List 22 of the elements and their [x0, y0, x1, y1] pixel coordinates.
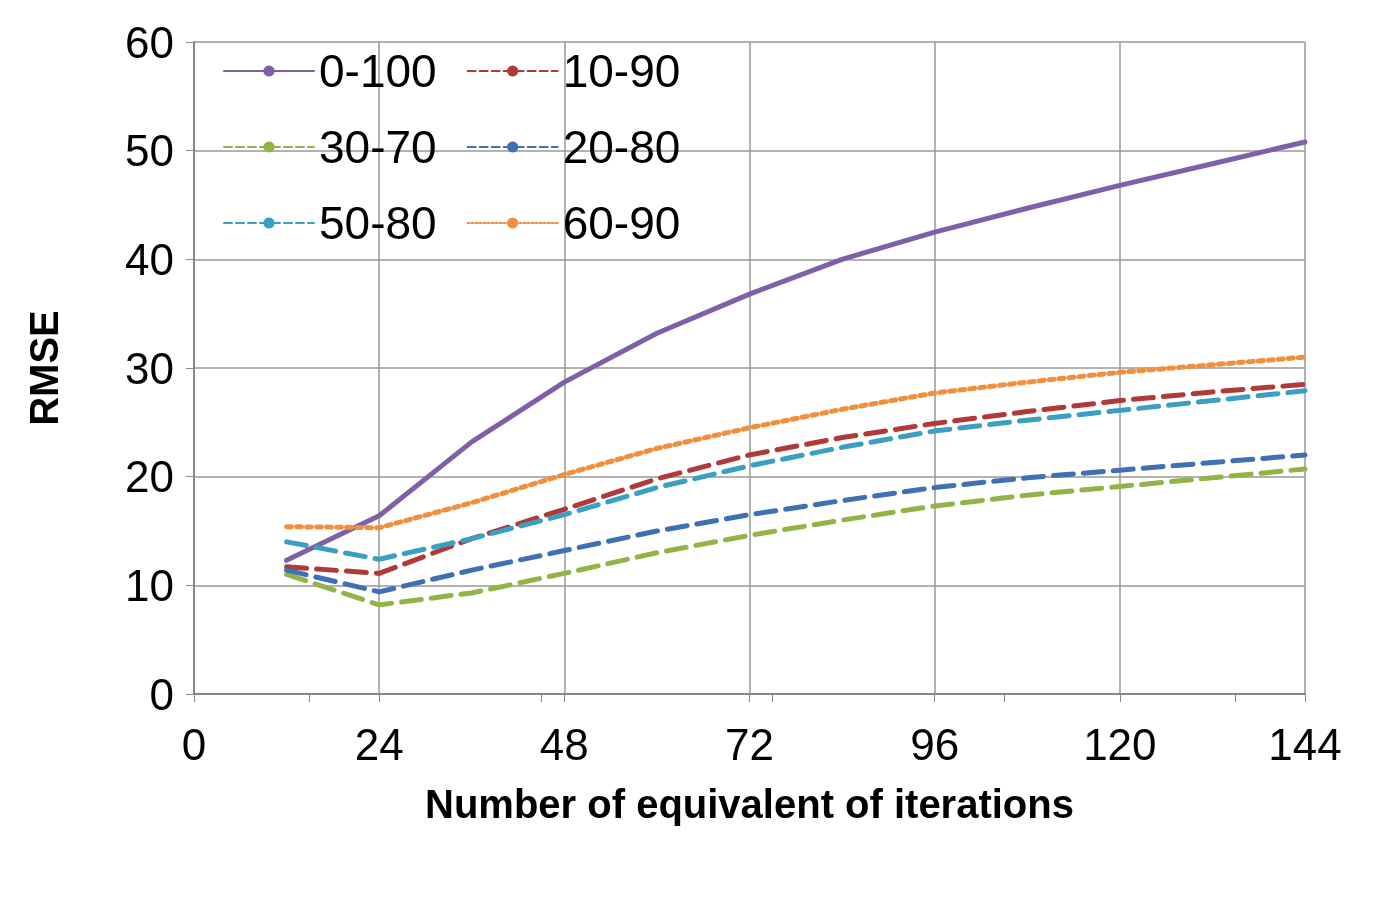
x-tick-label: 120: [1083, 719, 1157, 769]
x-tick-label: 24: [354, 719, 404, 769]
y-axis-title: RMSE: [22, 310, 66, 426]
y-tick-label: 40: [125, 234, 174, 284]
y-tick-label: 0: [149, 669, 174, 719]
y-tick-label: 30: [125, 343, 174, 393]
legend-label: 60-90: [562, 197, 681, 249]
y-tick-label: 60: [125, 17, 174, 67]
x-axis-title: Number of equivalent of iterations: [425, 782, 1074, 826]
legend-label: 30-70: [319, 121, 437, 173]
x-tick-label: 96: [910, 719, 960, 769]
x-tick-label: 48: [539, 719, 589, 769]
x-tick-label: 144: [1268, 719, 1342, 769]
legend-label: 0-100: [319, 45, 437, 97]
legend-label: 10-90: [562, 45, 681, 97]
legend-label: 50-80: [319, 197, 437, 249]
y-tick-label: 50: [125, 126, 174, 176]
x-tick-label: 72: [725, 719, 774, 769]
y-tick-label: 10: [125, 560, 174, 610]
y-tick-label: 20: [125, 452, 174, 502]
legend-label: 20-80: [562, 121, 681, 173]
x-tick-label: 0: [181, 719, 207, 769]
